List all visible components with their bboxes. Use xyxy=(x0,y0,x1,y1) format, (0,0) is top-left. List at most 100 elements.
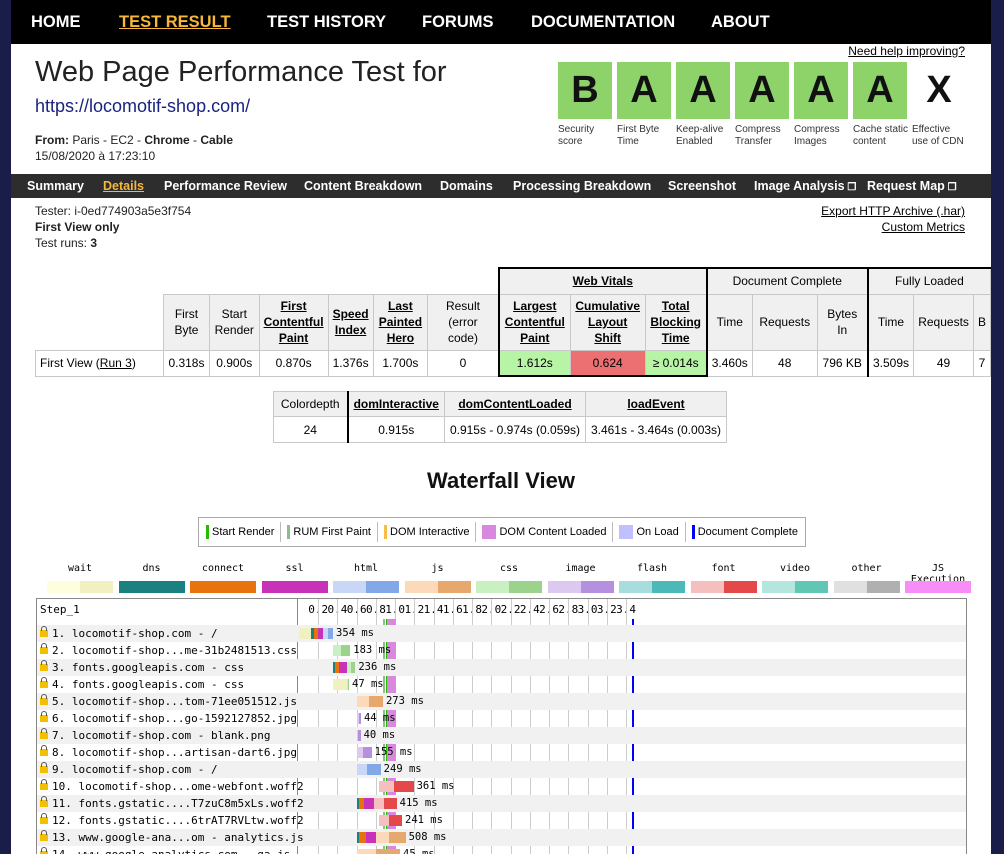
font-ttfb-segment xyxy=(378,781,395,792)
waterfall-request-row[interactable]: 12. fonts.gstatic....6trAT7RVLtw.woff2 24… xyxy=(37,812,966,829)
waterfall-request-row[interactable]: 3. fonts.googleapis.com - css 236 ms xyxy=(37,659,966,676)
waterfall-request-row[interactable]: 1. locomotif-shop.com - / 354 ms xyxy=(37,625,966,642)
waterfall-request-row[interactable]: 13. www.google-ana...om - analytics.js 50… xyxy=(37,829,966,846)
waterfall-request-row[interactable]: 6. locomotif-shop...go-1592127852.jpg 44 … xyxy=(37,710,966,727)
request-label[interactable]: 3. fonts.googleapis.com - css xyxy=(40,660,244,674)
request-label[interactable]: 11. fonts.gstatic....T7zuC8m5xLs.woff2 xyxy=(40,796,304,810)
request-label[interactable]: 7. locomotif-shop.com - blank.png xyxy=(40,728,271,742)
waterfall-request-row[interactable]: 7. locomotif-shop.com - blank.png 40 ms xyxy=(37,727,966,744)
request-label[interactable]: 1. locomotif-shop.com - / xyxy=(40,626,218,640)
results-col-first-contentful-paint[interactable]: First Contentful Paint xyxy=(258,293,329,351)
type-legend-label: html xyxy=(353,563,379,574)
dom-col-dominteractive[interactable]: domInteractive xyxy=(346,391,445,417)
results-col-label: Last Painted Hero xyxy=(378,299,423,345)
lock-icon xyxy=(40,813,48,824)
request-url: www.google-analytics.com - ga.js xyxy=(79,848,291,854)
grid-line xyxy=(491,599,493,854)
subnav-screenshot[interactable]: Screenshot xyxy=(668,179,737,193)
waterfall-request-row[interactable]: 14. www.google-analytics.com - ga.js 45 m… xyxy=(37,846,966,854)
request-label[interactable]: 8. locomotif-shop...artisan-dart6.jpg xyxy=(40,745,297,759)
dom-timing-table: Colordepth domInteractive domContentLoaded… xyxy=(273,391,727,443)
request-duration: 508 ms xyxy=(408,831,447,843)
waterfall-request-row[interactable]: 8. locomotif-shop...artisan-dart6.jpg 155… xyxy=(37,744,966,761)
type-legend-label: connect xyxy=(201,563,245,574)
subnav-domains[interactable]: Domains xyxy=(440,179,493,193)
topnav-test-history[interactable]: TEST HISTORY xyxy=(267,13,387,31)
web-vitals-header[interactable]: Web Vitals xyxy=(497,267,708,295)
lock-icon xyxy=(40,626,48,637)
request-url: locomotif-shop.com - / xyxy=(71,763,218,776)
export-har-link[interactable]: Export HTTP Archive (.har) xyxy=(821,204,965,218)
request-label[interactable]: 4. fonts.googleapis.com - css xyxy=(40,677,244,691)
results-col-last-painted-hero[interactable]: Last Painted Hero xyxy=(372,293,429,351)
subnav-details[interactable]: Details xyxy=(103,179,144,193)
request-label[interactable]: 5. locomotif-shop...tom-71ee051512.js xyxy=(40,694,297,708)
run-3-link[interactable]: Run 3 xyxy=(99,356,132,370)
dom-col-domcontentloaded[interactable]: domContentLoaded xyxy=(444,391,586,417)
subnav-request-map[interactable]: Request Map ❐ xyxy=(867,179,957,193)
html-ttfb-segment xyxy=(323,628,328,639)
grade-cache-static-content[interactable]: A xyxy=(853,62,907,119)
font-ttfb-segment xyxy=(378,815,390,826)
grade-keep-alive-enabled[interactable]: A xyxy=(676,62,730,119)
results-col-largest-contentful-paint[interactable]: Largest Contentful Paint xyxy=(497,293,571,351)
result-value: ≥ 0.014s xyxy=(644,349,708,377)
request-label[interactable]: 2. locomotif-shop...me-31b2481513.css xyxy=(40,643,297,657)
image-download-segment xyxy=(358,730,361,741)
subnav-processing-breakdown[interactable]: Processing Breakdown xyxy=(513,179,652,193)
grid-line xyxy=(433,599,435,854)
type-bar-dark xyxy=(366,581,399,593)
request-duration: 45 ms xyxy=(403,848,435,854)
need-help-link[interactable]: Need help improving? xyxy=(848,44,965,58)
waterfall-request-row[interactable]: 4. fonts.googleapis.com - css 47 ms xyxy=(37,676,966,693)
waterfall-request-row[interactable]: 2. locomotif-shop...me-31b2481513.css 183… xyxy=(37,642,966,659)
tested-url[interactable]: https://locomotif-shop.com/ xyxy=(35,96,251,116)
request-label[interactable]: 9. locomotif-shop.com - / xyxy=(40,762,218,776)
request-label[interactable]: 6. locomotif-shop...go-1592127852.jpg xyxy=(40,711,297,725)
topnav-test-result[interactable]: TEST RESULT xyxy=(119,13,231,31)
legend-label: Document Complete xyxy=(697,526,798,538)
request-duration: 236 ms xyxy=(358,661,397,673)
topnav-home[interactable]: HOME xyxy=(31,13,81,31)
grade-effective-use-of-cdn[interactable]: X xyxy=(912,62,966,119)
topnav-forums[interactable]: FORUMS xyxy=(422,13,494,31)
subnav-performance-review[interactable]: Performance Review xyxy=(164,179,287,193)
results-col-label: B xyxy=(977,315,986,329)
grade-first-byte-time[interactable]: A xyxy=(617,62,671,119)
image-ttfb-segment xyxy=(356,747,364,758)
type-legend-label: video xyxy=(779,563,811,574)
results-col-total-blocking-time[interactable]: Total Blocking Time xyxy=(644,293,708,351)
legend-on-load: On Load xyxy=(619,522,686,542)
request-label[interactable]: 12. fonts.gstatic....6trAT7RVLtw.woff2 xyxy=(40,813,304,827)
subnav-content-breakdown[interactable]: Content Breakdown xyxy=(304,179,423,193)
dom-col-loadevent[interactable]: loadEvent xyxy=(585,391,727,417)
subnav-summary[interactable]: Summary xyxy=(27,179,84,193)
connection-value: Cable xyxy=(200,133,234,147)
topnav-documentation[interactable]: DOCUMENTATION xyxy=(531,13,676,31)
grade-compress-transfer[interactable]: A xyxy=(735,62,789,119)
waterfall-request-row[interactable]: 10. locomotif-shop...ome-webfont.woff2 36… xyxy=(37,778,966,795)
image-ttfb-segment xyxy=(356,730,359,741)
results-group-row: Web Vitals Document Complete Fully Loaded xyxy=(35,267,991,295)
results-col-cumulative-layout-shift[interactable]: Cumulative Layout Shift xyxy=(569,293,646,351)
request-label[interactable]: 13. www.google-ana...om - analytics.js xyxy=(40,830,304,844)
waterfall-request-row[interactable]: 9. locomotif-shop.com - / 249 ms xyxy=(37,761,966,778)
request-label[interactable]: 10. locomotif-shop...ome-webfont.woff2 xyxy=(40,779,304,793)
topnav-about[interactable]: ABOUT xyxy=(711,13,770,31)
grade-security-score[interactable]: B xyxy=(558,62,612,119)
subnav-image-analysis[interactable]: Image Analysis ❐ xyxy=(754,179,857,193)
test-runs-label: Test runs: xyxy=(35,236,91,250)
type-bar-dark xyxy=(151,581,185,593)
dom-value: 24 xyxy=(273,416,348,443)
grade-compress-images[interactable]: A xyxy=(794,62,848,119)
results-col-speed-index[interactable]: Speed Index xyxy=(327,293,374,351)
waterfall-request-row[interactable]: 5. locomotif-shop...tom-71ee051512.js 273… xyxy=(37,693,966,710)
request-label[interactable]: 14. www.google-analytics.com - ga.js xyxy=(40,847,291,854)
type-legend-bar xyxy=(118,581,185,593)
grade-label: Keep-alive Enabled xyxy=(676,124,724,147)
custom-metrics-link[interactable]: Custom Metrics xyxy=(881,220,965,234)
results-col-label: Total Blocking Time xyxy=(650,299,701,345)
results-col-label: Requests xyxy=(759,315,811,329)
type-bar-light xyxy=(833,581,867,593)
waterfall-request-row[interactable]: 11. fonts.gstatic....T7zuC8m5xLs.woff2 41… xyxy=(37,795,966,812)
